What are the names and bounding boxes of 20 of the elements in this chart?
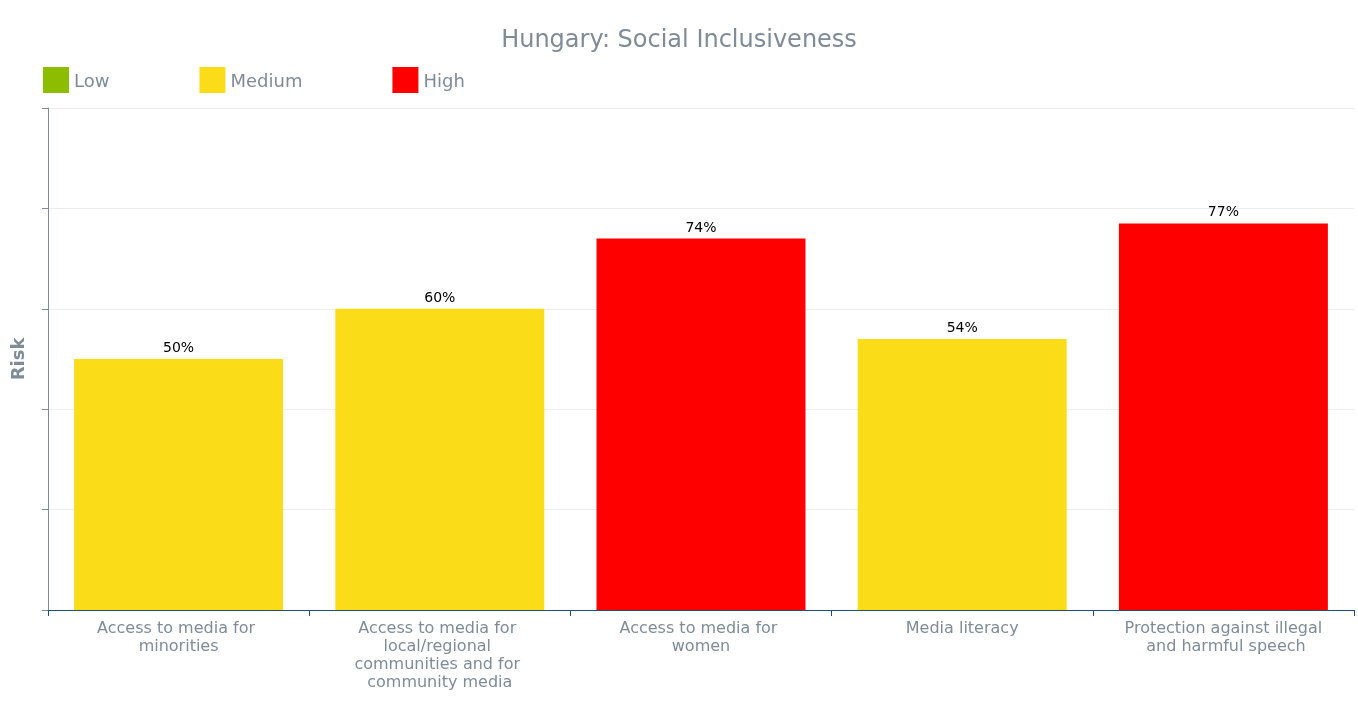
- bar: [335, 308, 545, 610]
- chart-title: Hungary: Social Inclusiveness: [501, 25, 857, 53]
- bar: [596, 238, 806, 610]
- x-tick-label: Protection against illegal and harmful speech: [1124, 617, 1323, 655]
- data-label: 50%: [163, 339, 195, 355]
- legend-label: Low: [74, 69, 110, 91]
- data-label: 77%: [1207, 203, 1239, 220]
- data-label: 74%: [685, 218, 717, 235]
- y-axis-title: Risk: [6, 336, 28, 381]
- x-tick-label: Access to media for women: [619, 617, 783, 655]
- x-tick-label: Access to media for minorities: [97, 617, 261, 655]
- x-tick-label: Media literacy: [905, 617, 1019, 637]
- legend-label: High: [423, 69, 465, 91]
- bar: [1118, 223, 1328, 610]
- legend-label: Medium: [230, 69, 303, 91]
- data-label: 60%: [424, 288, 456, 305]
- data-label: 54%: [946, 318, 978, 335]
- bar: [74, 359, 284, 610]
- bar: [857, 338, 1067, 610]
- x-tick-label: Access to media for local/regional communities and for community media: [354, 617, 526, 691]
